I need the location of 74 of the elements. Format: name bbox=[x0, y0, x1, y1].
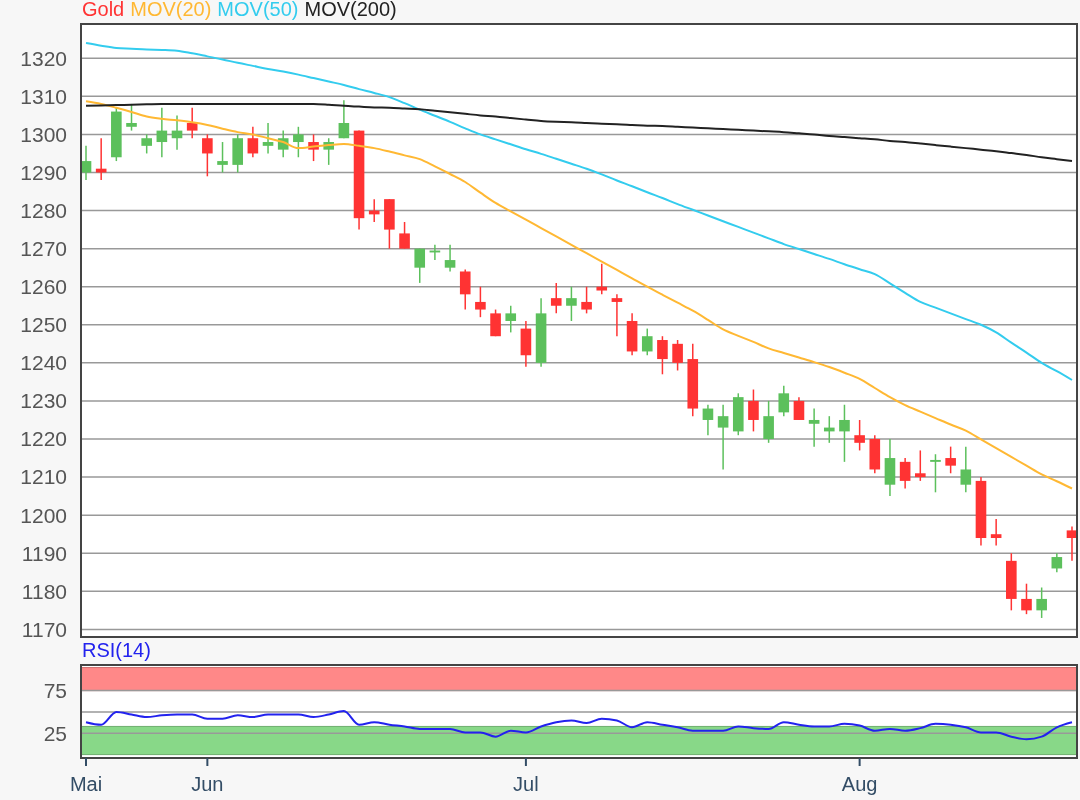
candlestick bbox=[262, 122, 274, 155]
candlestick bbox=[596, 263, 608, 296]
candlestick bbox=[202, 133, 213, 178]
candlestick bbox=[717, 404, 729, 471]
x-tick-label: Jun bbox=[191, 773, 224, 795]
candlestick bbox=[141, 133, 152, 155]
candlestick bbox=[793, 396, 805, 421]
y-tick-label: 1200 bbox=[20, 503, 67, 527]
candlestick bbox=[490, 308, 501, 337]
series-label: MOV(50) bbox=[217, 0, 299, 20]
candlestick bbox=[808, 407, 820, 448]
y-tick-label: 1280 bbox=[20, 198, 67, 222]
candlestick bbox=[414, 247, 426, 284]
line-series bbox=[85, 710, 1073, 741]
y-tick-label: 1300 bbox=[20, 122, 67, 146]
candlestick bbox=[217, 141, 228, 174]
candlestick bbox=[899, 457, 911, 490]
y-tick-label: 1210 bbox=[20, 465, 67, 489]
y-tick-label: 1320 bbox=[20, 46, 67, 70]
candlestick bbox=[1036, 586, 1047, 619]
candlestick bbox=[915, 449, 926, 482]
candlestick bbox=[960, 445, 972, 494]
y-tick-label: 1180 bbox=[21, 579, 67, 603]
x-tick-label: Jul bbox=[513, 773, 539, 795]
y-tick-label: 1230 bbox=[20, 389, 67, 413]
y-tick-label: 1190 bbox=[21, 541, 67, 565]
candlestick bbox=[566, 285, 577, 322]
y-tick-label: 75 bbox=[43, 678, 67, 702]
candlestick bbox=[930, 453, 941, 494]
y-tick-label: 1240 bbox=[20, 351, 67, 375]
candlestick bbox=[839, 404, 850, 463]
candlestick bbox=[581, 285, 592, 315]
text: RSI(14) bbox=[82, 639, 151, 661]
candlestick bbox=[702, 404, 714, 436]
y-tick-label: 1270 bbox=[20, 236, 67, 260]
candlestick bbox=[126, 103, 137, 132]
candlestick bbox=[990, 518, 1002, 547]
candlestick bbox=[186, 107, 198, 139]
text: MOV(20) bbox=[130, 0, 212, 20]
candlestick bbox=[293, 126, 304, 159]
candlestick bbox=[748, 388, 759, 433]
line-series bbox=[85, 42, 1073, 381]
y-tick-label: 1310 bbox=[20, 84, 67, 108]
candlestick bbox=[550, 282, 562, 315]
candlestick bbox=[641, 327, 653, 356]
x-tick-label: Mai bbox=[69, 773, 103, 795]
line-series bbox=[85, 100, 1073, 490]
x-tick-label: Aug bbox=[841, 773, 878, 795]
y-tick-label: 1260 bbox=[20, 275, 67, 299]
y-tick-label: 1220 bbox=[20, 427, 67, 451]
candlestick bbox=[945, 445, 956, 475]
candlestick bbox=[156, 107, 168, 159]
candlestick bbox=[778, 384, 790, 417]
candlestick bbox=[247, 126, 259, 159]
candlestick bbox=[399, 221, 410, 250]
y-tick-label: 1170 bbox=[21, 617, 67, 641]
candlestick bbox=[657, 335, 668, 376]
candlestick bbox=[1021, 582, 1032, 615]
text: MOV(200) bbox=[304, 0, 397, 20]
candlestick bbox=[611, 293, 623, 337]
candlestick bbox=[763, 400, 774, 444]
candlestick bbox=[505, 305, 517, 334]
y-tick-label: 1290 bbox=[20, 160, 67, 184]
candlestick bbox=[475, 285, 486, 318]
y-tick-label: 25 bbox=[43, 721, 67, 745]
candlestick bbox=[338, 99, 350, 139]
candlestick bbox=[1051, 552, 1063, 574]
line-series bbox=[85, 102, 1073, 163]
candlestick bbox=[459, 268, 471, 311]
candlestick bbox=[854, 419, 865, 452]
candlestick bbox=[672, 339, 683, 372]
candlestick bbox=[444, 244, 456, 273]
y-tick-label: 1250 bbox=[20, 313, 67, 337]
text: Gold bbox=[82, 0, 125, 20]
